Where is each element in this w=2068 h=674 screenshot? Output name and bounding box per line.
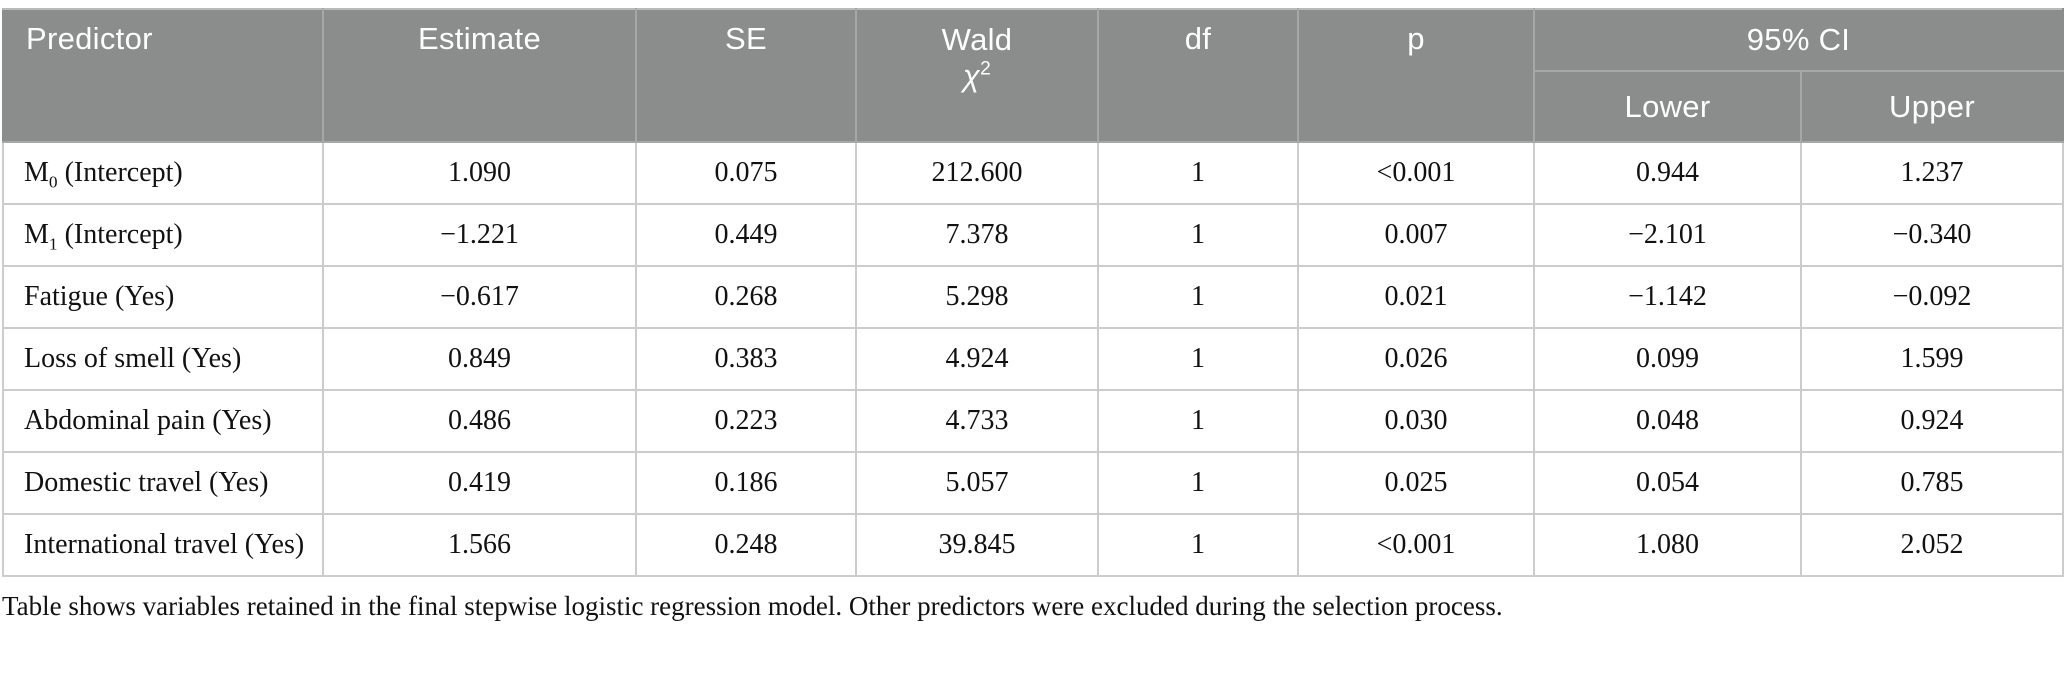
p-cell: 0.007 <box>1297 203 1535 267</box>
upper-cell: −0.340 <box>1800 203 2064 267</box>
df-cell: 1 <box>1097 203 1299 267</box>
lower-cell: 0.048 <box>1533 389 1802 453</box>
col-header-ci-lower: Lower <box>1533 70 1802 143</box>
se-cell: 0.075 <box>635 141 857 205</box>
se-cell: 0.248 <box>635 513 857 577</box>
predictor-cell: Domestic travel (Yes) <box>2 451 324 515</box>
df-cell: 1 <box>1097 265 1299 329</box>
upper-cell: 1.599 <box>1800 327 2064 391</box>
table-footnote: Table shows variables retained in the fi… <box>2 591 1503 621</box>
col-header-wald-chi2: Wald χ2 <box>855 8 1099 143</box>
col-header-df: df <box>1097 8 1299 143</box>
wald-cell: 212.600 <box>855 141 1099 205</box>
col-header-95ci: 95% CI <box>1533 8 2064 72</box>
estimate-cell: 1.090 <box>322 141 637 205</box>
table-row: M1 (Intercept) −1.221 0.449 7.378 1 0.007 −2.1… <box>2 203 2064 267</box>
p-cell: <0.001 <box>1297 141 1535 205</box>
upper-cell: −0.092 <box>1800 265 2064 329</box>
se-cell: 0.383 <box>635 327 857 391</box>
col-header-se: SE <box>635 8 857 143</box>
p-cell: 0.026 <box>1297 327 1535 391</box>
lower-cell: −1.142 <box>1533 265 1802 329</box>
predictor-cell: International travel (Yes) <box>2 513 324 577</box>
header-row-top: Predictor Estimate SE Wald χ2 df p 95% C… <box>2 8 2064 143</box>
table-row: Domestic travel (Yes) 0.419 0.186 5.057 1 0.0… <box>2 451 2064 515</box>
predictor-cell: Fatigue (Yes) <box>2 265 324 329</box>
table-header: Predictor Estimate SE Wald χ2 df p 95% C… <box>2 8 2064 143</box>
logistic-regression-table: Predictor Estimate SE Wald χ2 df p 95% C… <box>2 8 2064 577</box>
table-row: Loss of smell (Yes) 0.849 0.383 4.924 1 0.026… <box>2 327 2064 391</box>
estimate-cell: 0.849 <box>322 327 637 391</box>
df-cell: 1 <box>1097 513 1299 577</box>
predictor-cell: M1 (Intercept) <box>2 203 324 267</box>
se-cell: 0.223 <box>635 389 857 453</box>
table-row: International travel (Yes) 1.566 0.248 39.8… <box>2 513 2064 577</box>
predictor-subscript: 1 <box>48 234 58 254</box>
col-header-predictor: Predictor <box>2 8 324 143</box>
regression-table-container: Predictor Estimate SE Wald χ2 df p 95% C… <box>2 8 2064 621</box>
estimate-cell: 0.486 <box>322 389 637 453</box>
df-cell: 1 <box>1097 141 1299 205</box>
table-row: Abdominal pain (Yes) 0.486 0.223 4.733 1 0.03… <box>2 389 2064 453</box>
predictor-cell: M0 (Intercept) <box>2 141 324 205</box>
se-cell: 0.449 <box>635 203 857 267</box>
wald-cell: 5.298 <box>855 265 1099 329</box>
p-cell: 0.025 <box>1297 451 1535 515</box>
p-cell: 0.030 <box>1297 389 1535 453</box>
wald-label: Wald <box>941 22 1013 57</box>
wald-cell: 7.378 <box>855 203 1099 267</box>
lower-cell: 0.054 <box>1533 451 1802 515</box>
wald-cell: 39.845 <box>855 513 1099 577</box>
estimate-cell: 0.419 <box>322 451 637 515</box>
se-cell: 0.186 <box>635 451 857 515</box>
col-header-p: p <box>1297 8 1535 143</box>
estimate-cell: 1.566 <box>322 513 637 577</box>
table-body: M0 (Intercept) 1.090 0.075 212.600 1 <0.001 0.… <box>2 141 2064 577</box>
lower-cell: 1.080 <box>1533 513 1802 577</box>
wald-cell: 4.733 <box>855 389 1099 453</box>
chi-squared-symbol: χ2 <box>962 58 992 93</box>
upper-cell: 2.052 <box>1800 513 2064 577</box>
upper-cell: 1.237 <box>1800 141 2064 205</box>
predictor-cell: Abdominal pain (Yes) <box>2 389 324 453</box>
table-row: Fatigue (Yes) −0.617 0.268 5.298 1 0.021 −1.14… <box>2 265 2064 329</box>
lower-cell: −2.101 <box>1533 203 1802 267</box>
header-row-bottom: Lower Upper <box>3 70 2064 143</box>
df-cell: 1 <box>1097 327 1299 391</box>
col-header-estimate: Estimate <box>322 8 637 143</box>
lower-cell: 0.944 <box>1533 141 1802 205</box>
p-cell: <0.001 <box>1297 513 1535 577</box>
df-cell: 1 <box>1097 389 1299 453</box>
estimate-cell: −0.617 <box>322 265 637 329</box>
col-header-ci-upper: Upper <box>1800 70 2064 143</box>
upper-cell: 0.924 <box>1800 389 2064 453</box>
table-row: M0 (Intercept) 1.090 0.075 212.600 1 <0.001 0.… <box>2 141 2064 205</box>
predictor-cell: Loss of smell (Yes) <box>2 327 324 391</box>
df-cell: 1 <box>1097 451 1299 515</box>
estimate-cell: −1.221 <box>322 203 637 267</box>
wald-cell: 4.924 <box>855 327 1099 391</box>
se-cell: 0.268 <box>635 265 857 329</box>
upper-cell: 0.785 <box>1800 451 2064 515</box>
predictor-subscript: 0 <box>48 172 58 192</box>
wald-cell: 5.057 <box>855 451 1099 515</box>
lower-cell: 0.099 <box>1533 327 1802 391</box>
p-cell: 0.021 <box>1297 265 1535 329</box>
